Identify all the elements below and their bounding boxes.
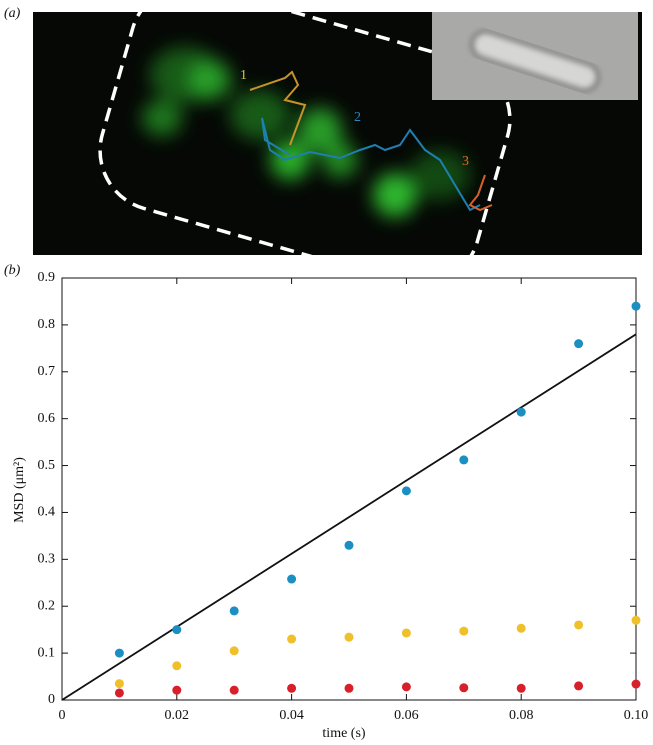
panel-label: (a) bbox=[4, 6, 21, 21]
micrograph bbox=[33, 12, 642, 255]
y-tick-label: 0.4 bbox=[38, 505, 56, 520]
data-point bbox=[459, 626, 469, 636]
data-point bbox=[574, 681, 584, 691]
data-point bbox=[344, 683, 354, 693]
y-tick-label: 0.2 bbox=[38, 598, 56, 613]
data-point bbox=[287, 683, 297, 693]
data-point bbox=[229, 606, 239, 616]
data-point bbox=[114, 648, 124, 658]
data-point bbox=[631, 615, 641, 625]
data-point bbox=[229, 646, 239, 656]
y-tick-label: 0.3 bbox=[38, 552, 56, 567]
track-label: 3 bbox=[462, 154, 469, 169]
data-point bbox=[401, 628, 411, 638]
y-tick-label: 0.8 bbox=[38, 317, 56, 332]
data-point bbox=[516, 683, 526, 693]
x-tick-label: 0.10 bbox=[624, 708, 649, 723]
x-tick-label: 0.08 bbox=[509, 708, 534, 723]
data-point bbox=[172, 661, 182, 671]
data-point bbox=[574, 620, 584, 630]
x-tick-label: 0 bbox=[59, 708, 66, 723]
data-point bbox=[631, 301, 641, 311]
data-point bbox=[401, 682, 411, 692]
data-point bbox=[516, 407, 526, 417]
y-tick-label: 0.9 bbox=[38, 270, 56, 285]
data-point bbox=[114, 679, 124, 689]
track-label: 2 bbox=[354, 110, 361, 125]
data-point bbox=[172, 685, 182, 695]
data-point bbox=[516, 623, 526, 633]
x-axis-label: time (s) bbox=[322, 726, 365, 741]
panel-label: (b) bbox=[4, 263, 21, 278]
data-point bbox=[287, 574, 297, 584]
x-tick-label: 0.06 bbox=[394, 708, 419, 723]
y-axis-label: MSD (μm²) bbox=[12, 457, 27, 523]
data-point bbox=[574, 339, 584, 349]
data-point bbox=[287, 634, 297, 644]
data-point bbox=[459, 455, 469, 465]
data-point bbox=[344, 540, 354, 550]
x-tick-label: 0.04 bbox=[279, 708, 304, 723]
data-point bbox=[459, 683, 469, 693]
plot-frame bbox=[61, 277, 637, 701]
data-point bbox=[344, 632, 354, 642]
y-tick-label: 0.5 bbox=[38, 458, 56, 473]
fit-line bbox=[61, 333, 637, 701]
data-point bbox=[114, 688, 124, 698]
y-tick-label: 0 bbox=[48, 692, 55, 707]
data-point bbox=[172, 625, 182, 635]
data-point bbox=[401, 486, 411, 496]
y-tick-label: 0.7 bbox=[38, 364, 56, 379]
data-point bbox=[229, 685, 239, 695]
data-point bbox=[631, 679, 641, 689]
track-label: 1 bbox=[240, 68, 247, 83]
x-tick-label: 0.02 bbox=[165, 708, 190, 723]
y-tick-label: 0.1 bbox=[38, 645, 56, 660]
y-tick-label: 0.6 bbox=[38, 411, 56, 426]
